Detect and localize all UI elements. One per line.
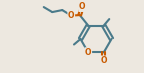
Text: O: O — [68, 11, 74, 20]
Text: O: O — [85, 48, 91, 57]
Text: O: O — [79, 2, 86, 11]
Text: O: O — [101, 56, 107, 65]
